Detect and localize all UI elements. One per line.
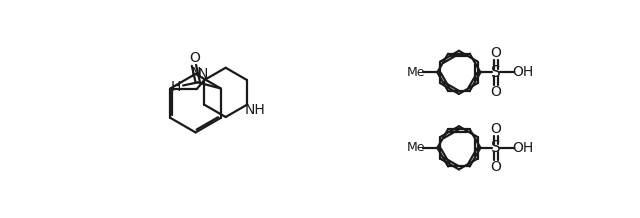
- Text: S: S: [491, 65, 500, 80]
- Text: OH: OH: [512, 65, 533, 79]
- Text: O: O: [490, 122, 501, 136]
- Text: H: H: [171, 80, 181, 94]
- Text: N: N: [190, 66, 201, 80]
- Text: S: S: [491, 140, 500, 155]
- Text: NH: NH: [244, 103, 265, 117]
- Text: O: O: [490, 160, 501, 174]
- Text: O: O: [490, 85, 501, 99]
- Text: Me: Me: [406, 66, 425, 79]
- Text: N: N: [198, 67, 208, 81]
- Text: OH: OH: [512, 141, 533, 155]
- Text: O: O: [490, 46, 501, 60]
- Text: O: O: [189, 51, 200, 65]
- Text: Me: Me: [406, 141, 425, 154]
